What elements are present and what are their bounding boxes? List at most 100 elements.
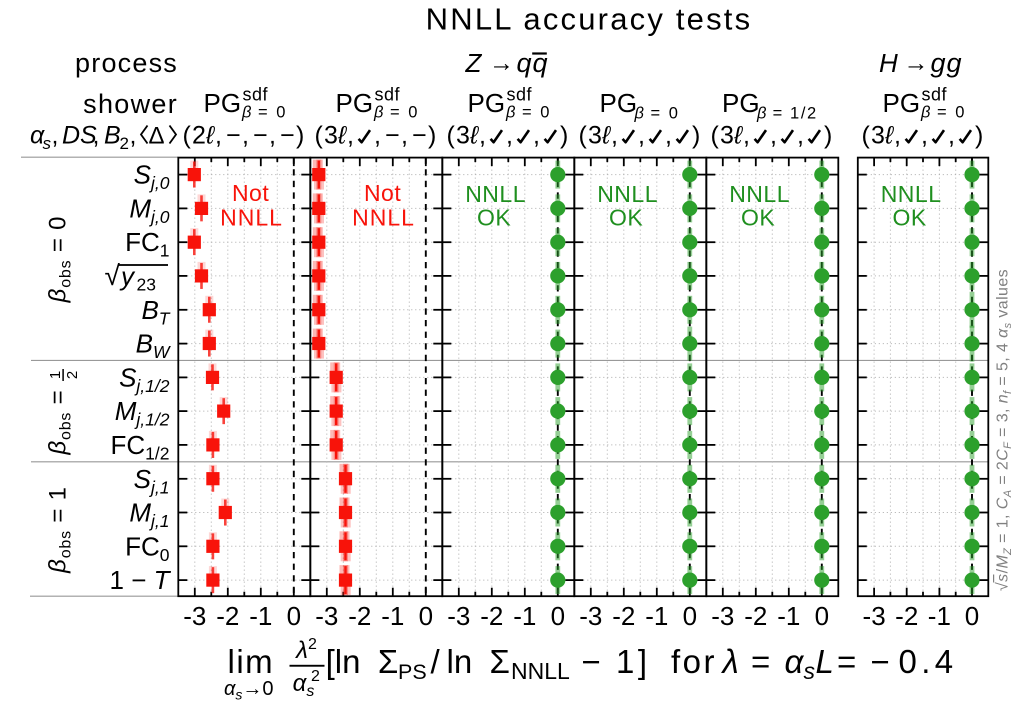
svg-text:/: /: [431, 643, 441, 680]
svg-text:): ): [560, 122, 568, 150]
svg-text:PG: PG: [722, 88, 760, 118]
svg-text:.: .: [921, 643, 930, 680]
svg-text:for: for: [671, 643, 717, 680]
svg-text:λ2: λ2: [294, 636, 317, 664]
svg-text:-3: -3: [579, 601, 602, 631]
svg-text:NNLL: NNLL: [465, 181, 526, 207]
svg-text:-2: -2: [348, 601, 371, 631]
svg-text:−: −: [226, 122, 241, 150]
svg-text:,: ,: [921, 122, 928, 150]
svg-text:-1: -1: [928, 601, 951, 631]
svg-text:αs→0: αs→0: [224, 678, 274, 703]
svg-text:3: 3: [324, 122, 338, 150]
svg-text:1 − T: 1 − T: [110, 565, 172, 595]
svg-text:,: ,: [533, 122, 540, 150]
svg-text:gg: gg: [931, 48, 963, 78]
svg-text:3: 3: [871, 122, 885, 150]
svg-text:−: −: [871, 643, 890, 680]
svg-text:PG: PG: [600, 88, 638, 118]
svg-text:α: α: [30, 122, 45, 150]
svg-text:3: 3: [588, 122, 602, 150]
svg-text:,: ,: [479, 122, 486, 150]
svg-text:−: −: [253, 122, 268, 150]
svg-text:Sj,0: Sj,0: [134, 160, 170, 194]
svg-text:ℓ: ℓ: [601, 122, 611, 150]
svg-text:): ): [296, 122, 304, 150]
svg-text:NNLL: NNLL: [220, 204, 283, 230]
svg-text:βobs = 1: βobs = 1: [45, 486, 75, 574]
svg-text:,: ,: [611, 122, 618, 150]
svg-text:−: −: [412, 122, 427, 150]
svg-text:s: s: [43, 134, 52, 153]
svg-text:0: 0: [287, 601, 301, 631]
svg-text:β = 0: β = 0: [920, 104, 966, 122]
svg-text:PS: PS: [398, 660, 427, 684]
svg-text:PG: PG: [468, 88, 506, 118]
svg-text:=: =: [751, 643, 770, 680]
svg-text:,: ,: [374, 122, 381, 150]
svg-text:NNLL: NNLL: [352, 204, 415, 230]
svg-text:0: 0: [965, 601, 979, 631]
svg-text:,: ,: [52, 122, 59, 150]
svg-text:NNLL: NNLL: [729, 181, 790, 207]
svg-text:2: 2: [120, 134, 129, 153]
svg-text:L: L: [816, 643, 834, 680]
svg-text:0: 0: [899, 643, 917, 680]
svg-text:,: ,: [797, 122, 804, 150]
svg-text:αs: αs: [293, 670, 315, 700]
svg-text:4: 4: [935, 643, 953, 680]
svg-text:√: √: [105, 260, 121, 291]
svg-text:→: →: [489, 49, 514, 77]
svg-text:PG: PG: [204, 88, 242, 118]
svg-text:0: 0: [419, 601, 433, 631]
svg-text:,: ,: [401, 122, 408, 150]
svg-text:sdf: sdf: [507, 85, 533, 105]
svg-text:,: ,: [347, 122, 354, 150]
svg-text:NNLL accuracy tests: NNLL accuracy tests: [426, 2, 753, 37]
svg-text:ℓ: ℓ: [205, 122, 215, 150]
svg-text:Not: Not: [232, 180, 269, 206]
svg-text:,: ,: [665, 122, 672, 150]
svg-text:OK: OK: [609, 204, 643, 230]
svg-text:2: 2: [192, 122, 206, 150]
svg-text:): ): [824, 122, 832, 150]
svg-text:Sj,1/2: Sj,1/2: [119, 362, 170, 396]
svg-text:y: y: [119, 261, 136, 291]
svg-text:-1: -1: [513, 601, 536, 631]
svg-text:ℓ: ℓ: [884, 122, 894, 150]
svg-text:BT: BT: [141, 295, 170, 329]
svg-text:0: 0: [551, 601, 565, 631]
svg-text:α: α: [785, 643, 805, 680]
svg-text:BW: BW: [136, 329, 171, 363]
svg-text:-2: -2: [744, 601, 767, 631]
svg-text:PG: PG: [883, 88, 921, 118]
svg-text:-3: -3: [183, 601, 206, 631]
svg-text:FC1/2: FC1/2: [111, 430, 170, 464]
svg-text:-2: -2: [216, 601, 239, 631]
svg-text:Not: Not: [364, 180, 401, 206]
svg-text:process: process: [75, 48, 178, 78]
svg-text:Z: Z: [465, 48, 483, 78]
svg-text:): ): [428, 122, 436, 150]
svg-text:β = 0: β = 0: [634, 105, 680, 123]
svg-text:,: ,: [506, 122, 513, 150]
svg-text:Σ: Σ: [378, 643, 398, 680]
svg-text:1: 1: [47, 371, 64, 379]
svg-text:β = 0: β = 0: [505, 104, 551, 122]
svg-text:FC0: FC0: [125, 531, 170, 565]
svg-text:,: ,: [130, 122, 137, 150]
svg-text:H: H: [879, 48, 898, 78]
svg-text:,: ,: [770, 122, 777, 150]
svg-text:NNLL: NNLL: [511, 658, 570, 684]
svg-text:OK: OK: [477, 204, 511, 230]
svg-text:−: −: [280, 122, 295, 150]
svg-text:βobs = 0: βobs = 0: [45, 216, 75, 304]
svg-text:-1: -1: [777, 601, 800, 631]
svg-text:Δ: Δ: [149, 123, 165, 150]
svg-text:DS: DS: [62, 122, 97, 150]
svg-text:β = 1/2: β = 1/2: [756, 105, 818, 123]
svg-text:,: ,: [948, 122, 955, 150]
svg-text:β = 0: β = 0: [373, 104, 419, 122]
svg-text:-2: -2: [612, 601, 635, 631]
svg-text:(: (: [315, 122, 324, 150]
